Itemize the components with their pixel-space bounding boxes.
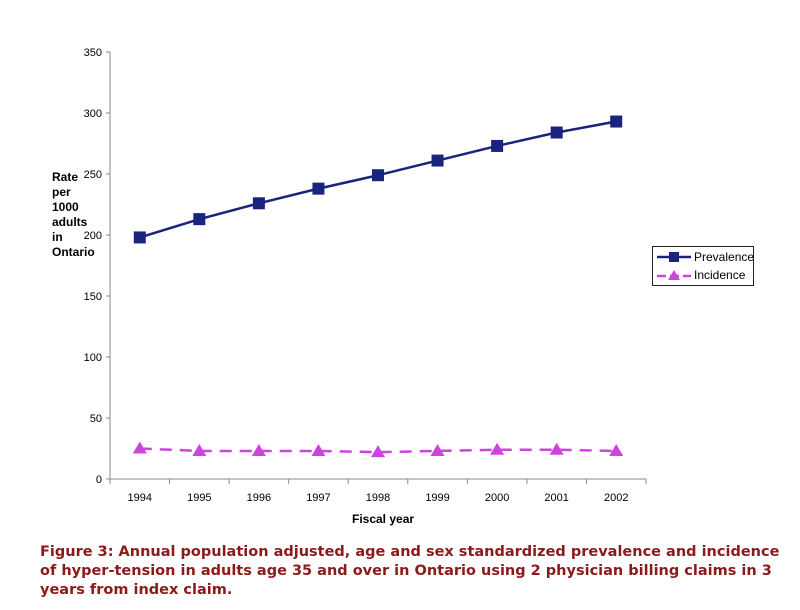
data-point-prevalence: [252, 197, 265, 210]
data-point-prevalence: [312, 182, 325, 195]
data-point-prevalence: [133, 231, 146, 244]
data-point-prevalence: [550, 126, 563, 139]
data-point-prevalence: [431, 154, 444, 167]
figure-caption: Figure 3: Annual population adjusted, ag…: [40, 544, 780, 598]
y-tick-label: 300: [84, 108, 102, 120]
x-axis-label: Fiscal year: [352, 512, 415, 526]
data-point-incidence: [490, 442, 505, 455]
y-tick-label: 50: [90, 413, 102, 425]
y-axis-label-line: in: [52, 230, 63, 244]
x-tick-label: 1999: [425, 492, 449, 504]
data-point-prevalence: [372, 169, 384, 182]
legend-square-marker-icon: [657, 252, 691, 262]
x-tick-label: 1996: [247, 492, 271, 504]
data-point-prevalence: [610, 115, 623, 128]
y-tick-label: 350: [84, 47, 102, 59]
y-tick-label: 100: [84, 352, 102, 364]
y-tick-label: 200: [84, 230, 102, 242]
x-tick-label: 1997: [306, 492, 330, 504]
y-axis-label-line: Ontario: [52, 245, 95, 259]
x-tick-label: 2000: [485, 492, 509, 504]
y-axis-label-line: per: [52, 185, 71, 199]
data-point-incidence: [192, 443, 207, 456]
y-tick-label: 150: [84, 291, 102, 303]
line-chart: 0 50 100 150 200 250 300 350 1994 1995 1996 1997 199…: [84, 47, 647, 504]
y-axis-label-line: 1000: [52, 200, 79, 214]
x-tick-label: 1995: [187, 492, 211, 504]
y-axis-label: Rate per 1000 adults in Ontario: [52, 170, 102, 260]
y-tick-label: 0: [96, 474, 102, 486]
data-point-prevalence: [193, 213, 206, 226]
data-point-incidence: [132, 441, 147, 454]
data-point-incidence: [371, 445, 385, 458]
legend: Prevalence Incidence: [652, 246, 754, 286]
data-point-incidence: [251, 443, 266, 456]
data-point-incidence: [609, 443, 624, 456]
data-point-incidence: [549, 442, 564, 455]
legend-item-prevalence: Prevalence: [657, 250, 754, 264]
y-tick-label: 250: [84, 169, 102, 181]
legend-label: Incidence: [694, 268, 746, 282]
y-axis-label-line: adults: [52, 215, 88, 229]
legend-item-incidence: Incidence: [657, 268, 745, 282]
x-tick-label: 1998: [366, 492, 390, 504]
x-tick-label: 2002: [604, 492, 628, 504]
x-tick-label: 2001: [544, 492, 568, 504]
x-tick-label: 1994: [128, 492, 152, 504]
legend-triangle-marker-icon: [657, 270, 691, 280]
y-axis-label-line: Rate: [52, 170, 79, 184]
data-point-incidence: [430, 443, 445, 456]
legend-label: Prevalence: [694, 250, 755, 264]
data-point-incidence: [311, 443, 326, 456]
data-point-prevalence: [491, 139, 504, 152]
